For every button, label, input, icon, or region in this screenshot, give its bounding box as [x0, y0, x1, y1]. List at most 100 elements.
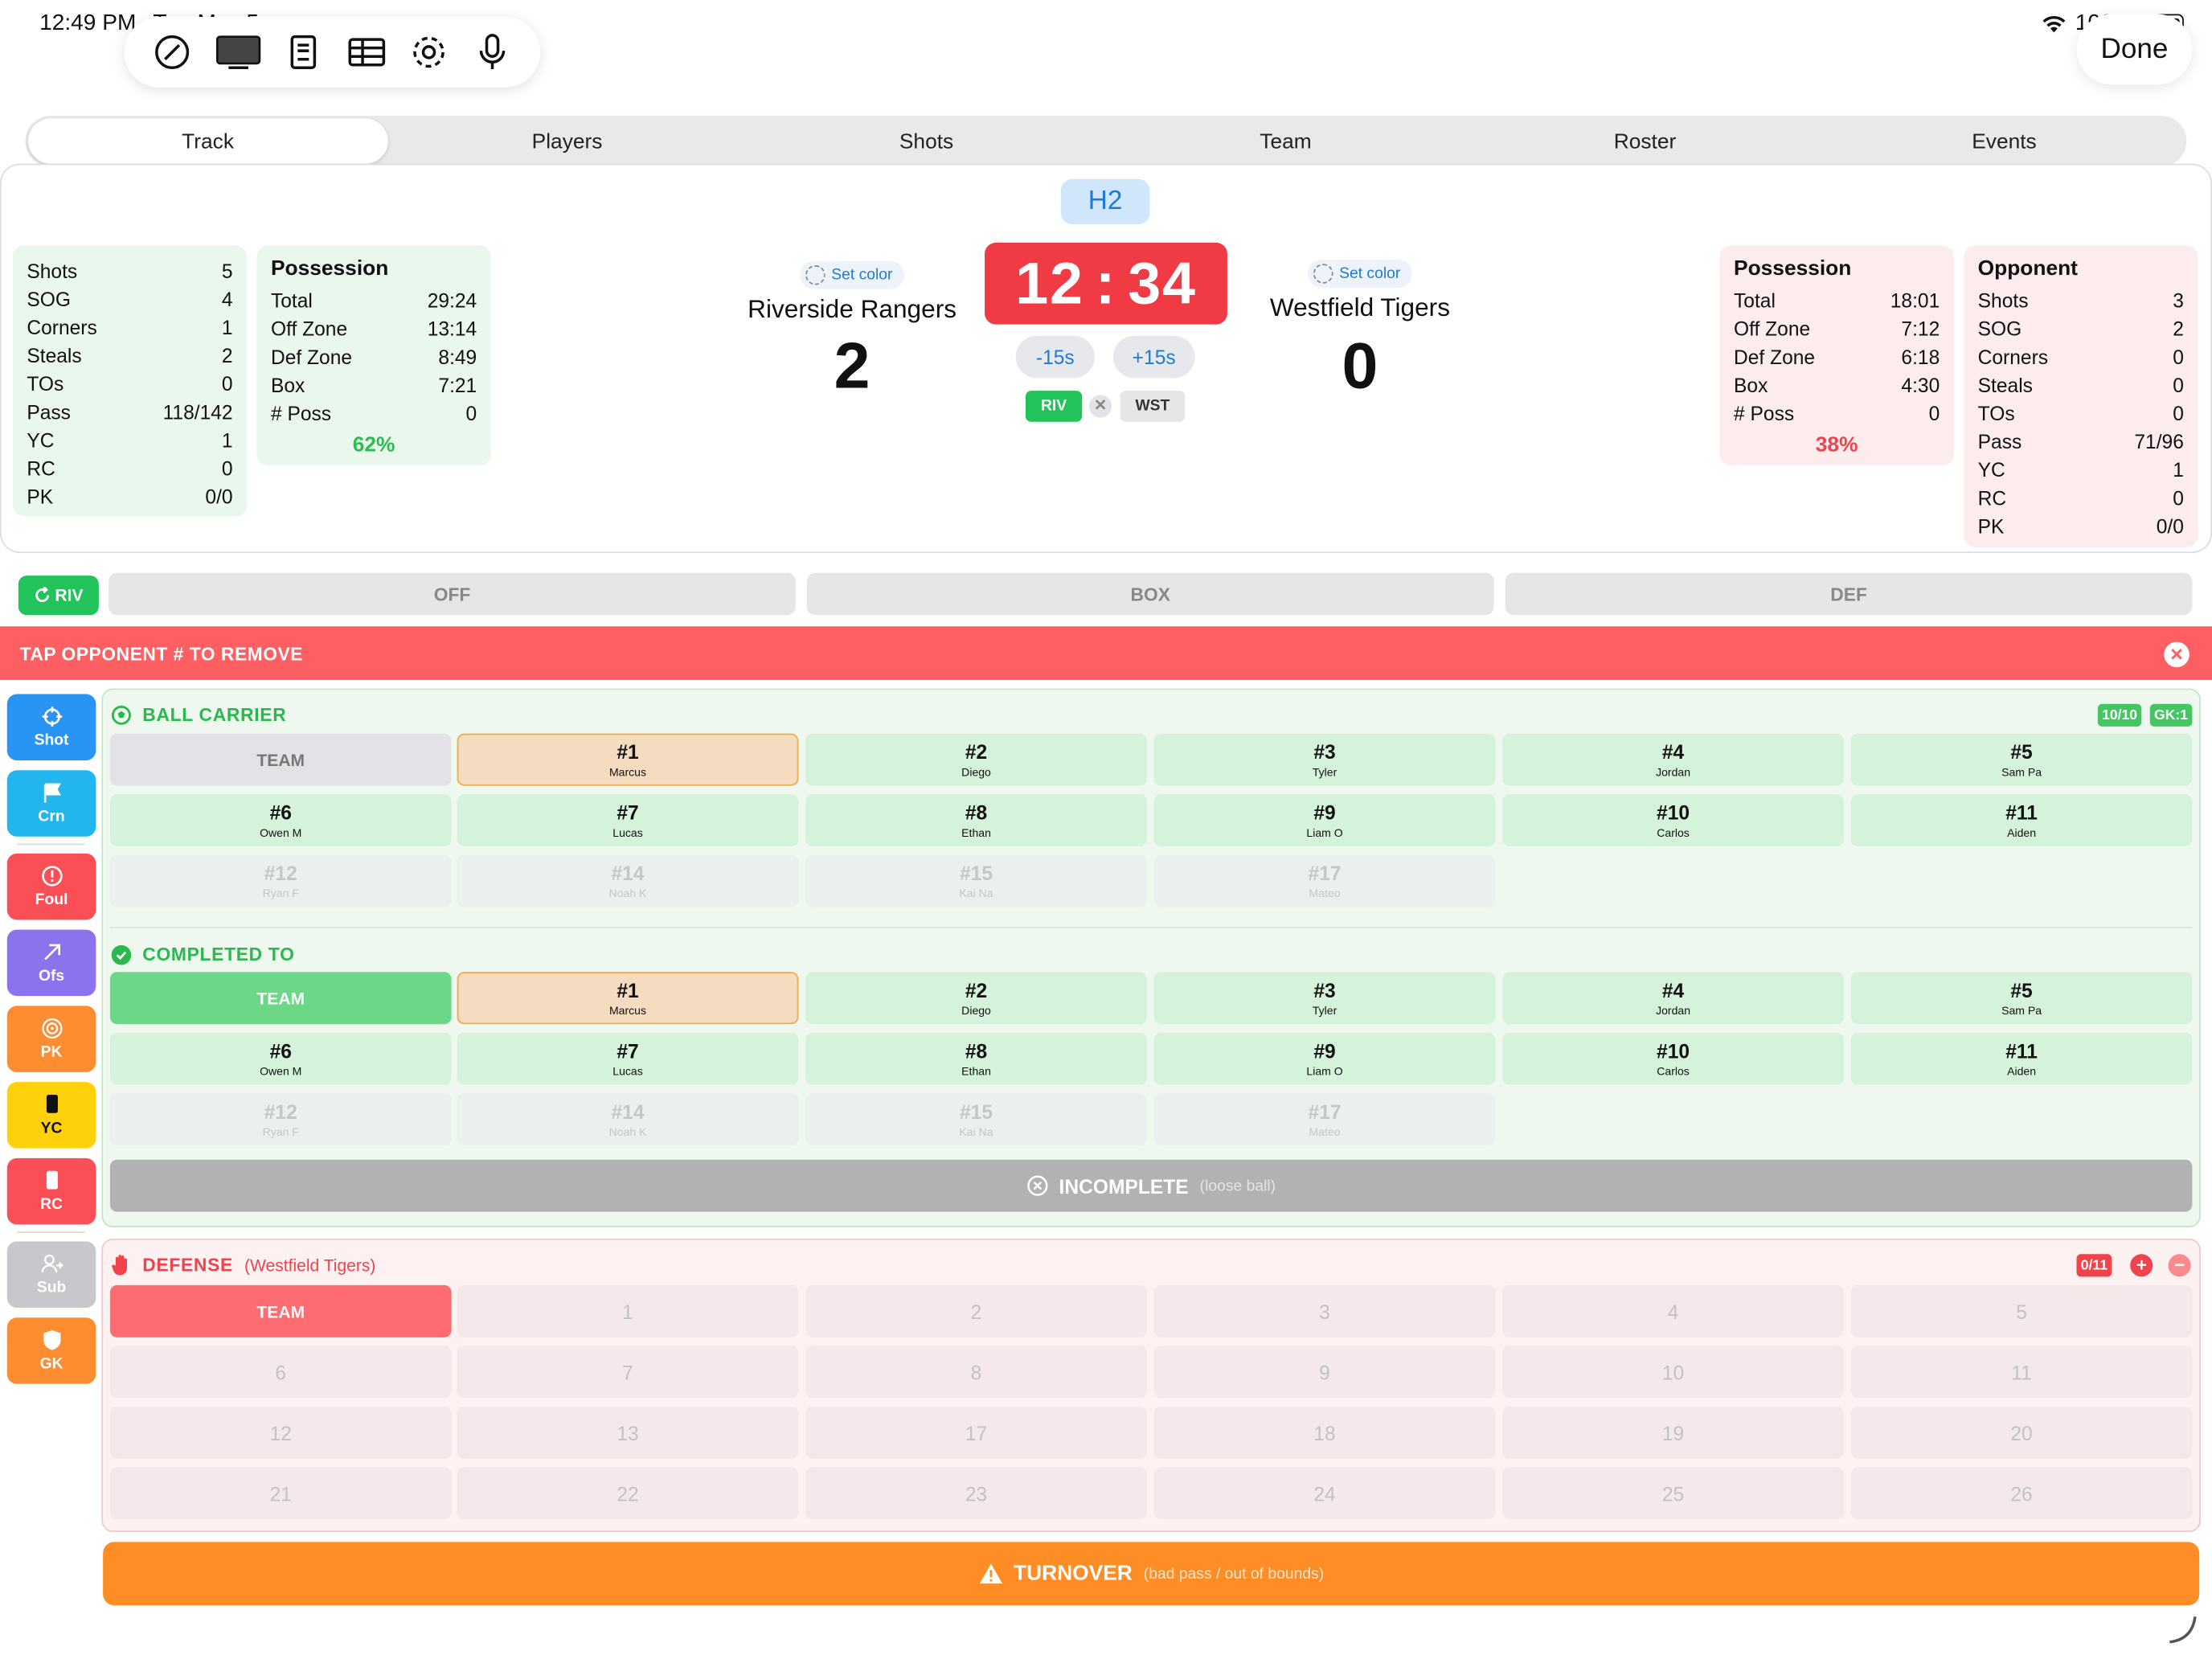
clear-possession-icon[interactable]: ✕ [1088, 395, 1112, 418]
defender-number-button[interactable]: 5 [1850, 1284, 2193, 1337]
possession-toggle-chip[interactable]: RIV [18, 576, 99, 616]
defender-number-button[interactable]: 8 [805, 1346, 1147, 1399]
defender-number-button[interactable]: 21 [109, 1467, 452, 1520]
defender-number-button[interactable]: 13 [457, 1406, 799, 1459]
defender-number-button[interactable]: 24 [1153, 1467, 1496, 1520]
gear-icon[interactable] [409, 32, 449, 72]
home-set-color-button[interactable]: Set color [800, 260, 904, 289]
defender-number-button[interactable]: 17 [805, 1406, 1147, 1459]
ball-carrier-player-button[interactable]: #9 Liam O [1153, 794, 1496, 847]
crn-action-button[interactable]: Crn [6, 770, 96, 837]
pk-action-button[interactable]: PK [6, 1006, 96, 1072]
tab-track[interactable]: Track [28, 118, 388, 164]
ball-carrier-player-button[interactable]: #11 Aiden [1850, 794, 2193, 847]
ball-carrier-player-button[interactable]: #4 Jordan [1502, 733, 1844, 786]
ball-carrier-player-button[interactable]: #3 Tyler [1153, 733, 1496, 786]
rc-action-button[interactable]: RC [6, 1157, 96, 1225]
ofs-action-button[interactable]: Ofs [6, 929, 96, 997]
tab-team[interactable]: Team [1260, 129, 1312, 154]
defender-number-button[interactable]: 22 [457, 1467, 799, 1520]
ball-carrier-player-button[interactable]: #10 Carlos [1502, 794, 1844, 847]
away-score[interactable]: 0 [1342, 328, 1378, 403]
tab-shots[interactable]: Shots [899, 129, 954, 154]
completed-to-player-button[interactable]: #1 Marcus [457, 972, 799, 1025]
yc-action-button[interactable]: YC [6, 1082, 96, 1149]
player-number: #7 [616, 801, 639, 824]
defender-number-button[interactable]: 25 [1502, 1467, 1844, 1520]
defender-number-button[interactable]: 3 [1153, 1284, 1496, 1337]
resize-handle-icon[interactable] [2167, 1614, 2198, 1645]
shot-action-button[interactable]: Shot [6, 694, 96, 760]
defender-number-button[interactable]: 23 [805, 1467, 1147, 1520]
completed-to-player-button[interactable]: #3 Tyler [1153, 972, 1496, 1025]
compass-icon[interactable] [153, 32, 192, 72]
clock-plus-15-button[interactable]: +15s [1112, 335, 1195, 379]
completed-to-team-button[interactable]: TEAM [109, 972, 452, 1025]
table-icon[interactable] [346, 32, 386, 72]
completed-to-player-button[interactable]: #6 Owen M [109, 1032, 452, 1085]
game-clock[interactable]: 12:34 [985, 242, 1227, 325]
zone-def-button[interactable]: DEF [1505, 572, 2193, 616]
ball-carrier-player-button: #14 Noah K [457, 854, 799, 907]
defender-number-button[interactable]: 1 [457, 1284, 799, 1337]
ball-carrier-player-button[interactable]: #7 Lucas [457, 794, 799, 847]
completed-to-player-button[interactable]: #7 Lucas [457, 1032, 799, 1085]
home-stat-value: 118/142 [162, 400, 233, 424]
ball-carrier-player-button[interactable]: #6 Owen M [109, 794, 452, 847]
defender-number-button[interactable]: 12 [109, 1406, 452, 1459]
player-number: #6 [269, 1039, 292, 1063]
away-set-color-button[interactable]: Set color [1308, 259, 1412, 289]
defender-number-button[interactable]: 7 [457, 1346, 799, 1399]
defender-number-button[interactable]: 19 [1502, 1406, 1844, 1459]
away-stat-row: PK 0/0 [1978, 512, 2184, 540]
sub-action-button[interactable]: Sub [6, 1241, 96, 1308]
defender-number-button[interactable]: 6 [109, 1346, 452, 1399]
incomplete-pass-button[interactable]: INCOMPLETE (loose ball) [109, 1159, 2193, 1212]
completed-to-player-button[interactable]: #5 Sam Pa [1850, 972, 2193, 1025]
gk-action-button[interactable]: GK [6, 1317, 96, 1384]
defender-number-button[interactable]: 10 [1502, 1346, 1844, 1399]
completed-to-player-button[interactable]: #8 Ethan [805, 1032, 1147, 1085]
defender-number-button[interactable]: 9 [1153, 1346, 1496, 1399]
contact-card-icon[interactable] [284, 32, 323, 72]
clock-minus-15-button[interactable]: -15s [1015, 335, 1095, 379]
foul-action-button[interactable]: Foul [6, 853, 96, 920]
tab-roster[interactable]: Roster [1613, 129, 1677, 154]
action-label: GK [39, 1355, 63, 1373]
defender-number-button[interactable]: 4 [1502, 1284, 1844, 1337]
completed-to-player-button[interactable]: #2 Diego [805, 972, 1147, 1025]
possession-away-button[interactable]: WST [1120, 391, 1186, 422]
ball-carrier-player-button[interactable]: #8 Ethan [805, 794, 1147, 847]
defender-number-button[interactable]: 26 [1850, 1467, 2193, 1520]
microphone-icon[interactable] [473, 32, 512, 72]
ball-carrier-team-button[interactable]: TEAM [109, 733, 452, 786]
defense-team-button[interactable]: TEAM [109, 1284, 452, 1337]
completed-to-player-button[interactable]: #11 Aiden [1850, 1032, 2193, 1085]
tab-events[interactable]: Events [1972, 129, 2037, 154]
zone-off-button[interactable]: OFF [109, 572, 796, 616]
banner-close-icon[interactable]: ✕ [2164, 641, 2189, 668]
completed-to-player-button[interactable]: #10 Carlos [1502, 1032, 1844, 1085]
ball-carrier-player-button[interactable]: #5 Sam Pa [1850, 733, 2193, 786]
ball-carrier-player-button[interactable]: #2 Diego [805, 733, 1147, 786]
possession-home-button[interactable]: RIV [1025, 391, 1083, 422]
ball-carrier-player-button[interactable]: #1 Marcus [457, 733, 799, 786]
defender-number-button[interactable]: 2 [805, 1284, 1147, 1337]
turnover-button[interactable]: TURNOVER (bad pass / out of bounds) [103, 1542, 2200, 1606]
home-score[interactable]: 2 [834, 328, 870, 403]
defender-number-button[interactable]: 11 [1850, 1346, 2193, 1399]
away-stat-value: 0 [2173, 486, 2184, 510]
remove-defender-button[interactable]: − [2168, 1254, 2191, 1277]
tab-players[interactable]: Players [531, 129, 603, 154]
completed-to-player-button[interactable]: #4 Jordan [1502, 972, 1844, 1025]
add-defender-button[interactable]: + [2130, 1254, 2153, 1277]
completed-to-player-button: #12 Ryan F [109, 1093, 452, 1146]
completed-to-player-button[interactable]: #9 Liam O [1153, 1032, 1496, 1085]
period-badge[interactable]: H2 [1060, 178, 1150, 225]
player-name: Ryan F [262, 1125, 299, 1139]
zone-box-button[interactable]: BOX [806, 572, 1494, 616]
done-button[interactable]: Done [2076, 14, 2193, 85]
defender-number-button[interactable]: 18 [1153, 1406, 1496, 1459]
defender-number-button[interactable]: 20 [1850, 1406, 2193, 1459]
display-icon[interactable] [215, 32, 260, 72]
